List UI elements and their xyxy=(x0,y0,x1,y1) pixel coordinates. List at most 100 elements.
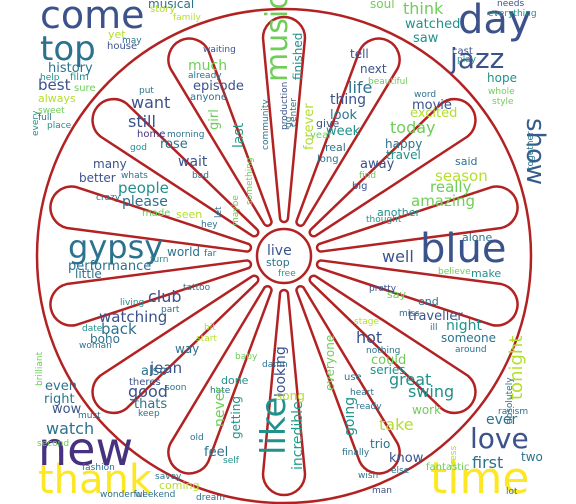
word-little: little xyxy=(75,267,102,281)
word-heart: heart xyxy=(350,388,374,398)
word-full: full xyxy=(38,113,52,123)
word-man: man xyxy=(372,486,392,496)
word-girl: girl xyxy=(207,109,222,130)
flower-mask-outline xyxy=(35,7,533,504)
word-hey: hey xyxy=(201,220,218,230)
word-well: well xyxy=(382,247,414,266)
word-season: season xyxy=(435,167,488,185)
word-watched: watched xyxy=(405,17,460,32)
word-forever: forever xyxy=(302,103,317,150)
word-traveller: traveller xyxy=(408,309,463,324)
word-thats: thats xyxy=(134,397,167,412)
word-stage: stage xyxy=(354,317,379,327)
word-wonderful: wonderful xyxy=(100,490,145,500)
word-happy: happy xyxy=(385,137,422,151)
word-love: love xyxy=(470,422,529,455)
word-tell: tell xyxy=(350,47,369,61)
word-house: house xyxy=(107,41,137,52)
word-anyone: anyone xyxy=(190,92,227,103)
word-saw: saw xyxy=(413,31,439,46)
word-stop: stop xyxy=(266,256,290,269)
word-believe: believe xyxy=(438,267,471,277)
word-come: come xyxy=(40,0,145,37)
word-song: song xyxy=(276,389,305,403)
word-sweet: sweet xyxy=(38,106,65,116)
word-top: top xyxy=(40,29,96,69)
word-watch: watch xyxy=(46,419,94,438)
word-hope: hope xyxy=(487,71,517,85)
word-better: better xyxy=(79,171,116,185)
word-done: done xyxy=(221,374,249,387)
word-amazing: amazing xyxy=(411,192,475,210)
word-whats: whats xyxy=(121,171,148,181)
word-wish: wish xyxy=(358,471,378,481)
word-maybe: maybe xyxy=(231,195,241,226)
petal-outline xyxy=(295,37,401,227)
word-yet: yet xyxy=(108,28,126,41)
word-also: also xyxy=(141,364,167,379)
word-baby: baby xyxy=(235,352,258,362)
word-new: new xyxy=(38,422,133,476)
petal-outline xyxy=(261,288,307,497)
word-story: story xyxy=(150,4,175,15)
petal-outline xyxy=(49,185,253,253)
word-rose: rose xyxy=(160,137,188,152)
word-take: take xyxy=(379,415,414,434)
word-ever: ever xyxy=(486,412,518,428)
petal-outline xyxy=(295,285,401,475)
word-life: life xyxy=(348,78,372,97)
word-alone: alone xyxy=(462,231,492,244)
word-free: free xyxy=(278,269,296,279)
word-damn: damn xyxy=(262,360,288,370)
word-morning: morning xyxy=(167,130,204,140)
word-jazz: jazz xyxy=(449,42,504,75)
word-production: production xyxy=(280,82,290,130)
word-use: use xyxy=(344,372,362,383)
word-good: good xyxy=(128,382,168,401)
word-back: back xyxy=(101,320,137,338)
word-want: want xyxy=(131,93,170,112)
word-great: great xyxy=(389,370,431,389)
word-feel: feel xyxy=(204,445,228,460)
word-wait: wait xyxy=(178,154,208,170)
petal-outline xyxy=(315,259,519,327)
word-layer: cometopdayjazzshowmusicfinishedthanknewt… xyxy=(31,0,550,504)
word-getting: getting xyxy=(229,396,243,439)
word-away: away xyxy=(360,157,395,172)
word-weekend: weekend xyxy=(135,490,175,500)
word-around: around xyxy=(455,345,487,355)
word-made: made xyxy=(142,208,170,219)
word-hot: hot xyxy=(356,328,382,347)
word-still: still xyxy=(128,112,156,131)
word-world: world xyxy=(167,245,200,259)
word-center: center xyxy=(289,98,299,127)
word-ill: ill xyxy=(430,323,438,333)
word-people: people xyxy=(118,179,169,197)
word-could: could xyxy=(371,353,406,368)
word-history: history xyxy=(48,61,93,76)
word-old: old xyxy=(190,433,204,443)
word-always: always xyxy=(38,92,76,105)
word-know: know xyxy=(389,451,424,466)
word-work: work xyxy=(412,403,441,417)
word-everything: everything xyxy=(488,9,537,19)
word-musical: musical xyxy=(148,0,194,11)
word-give: give xyxy=(316,117,340,130)
word-living: living xyxy=(120,298,144,308)
word-thought: thought xyxy=(366,215,402,225)
word-going: going xyxy=(342,397,358,436)
word-soon: soon xyxy=(165,383,186,393)
word-thank: thank xyxy=(38,457,153,503)
word-series: series xyxy=(370,363,406,377)
word-swing: swing xyxy=(408,382,454,401)
word-whole: whole xyxy=(488,87,515,97)
petal-outline xyxy=(167,37,273,227)
word-tattoo: tattoo xyxy=(183,283,211,293)
word-fantastic: fantastic xyxy=(426,462,469,473)
word-find: find xyxy=(359,171,376,181)
word-needs: needs xyxy=(497,0,524,9)
word-make: make xyxy=(471,267,501,280)
word-waiting: waiting xyxy=(203,45,236,55)
word-time: time xyxy=(430,453,529,504)
word-tonight: tonight xyxy=(506,336,527,400)
